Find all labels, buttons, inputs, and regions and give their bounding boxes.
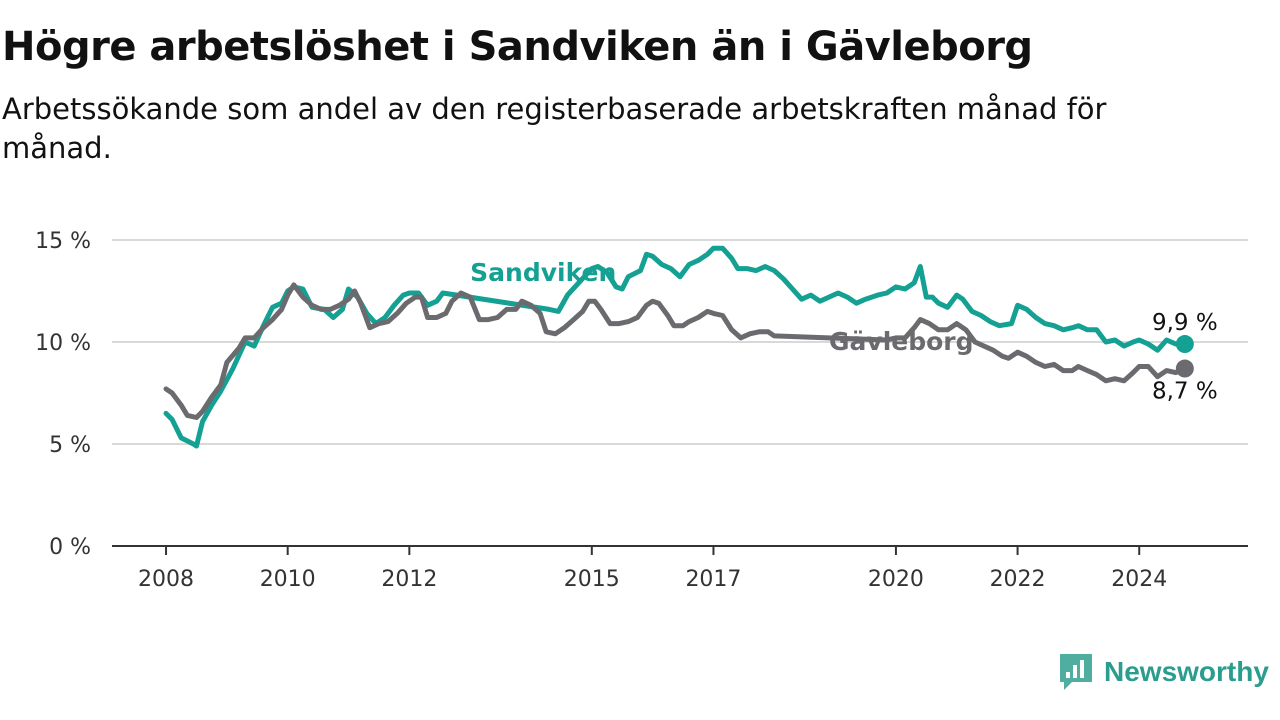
y-tick-label: 15 % [35, 229, 91, 254]
series-line-gavleborg [163, 282, 1188, 420]
series-line-sandviken [163, 245, 1188, 449]
brand-name: Newsworthy [1104, 656, 1269, 687]
y-tick-label: 5 % [49, 433, 91, 458]
series-label-sandviken: Sandviken [470, 258, 616, 287]
y-tick-label: 0 % [49, 535, 91, 560]
newsworthy-brand[interactable]: Newsworthy [1058, 652, 1269, 692]
y-tick-label: 10 % [35, 331, 91, 356]
gridlines [112, 239, 1248, 445]
end-value-label: 8,7 % [1152, 379, 1218, 405]
x-tick-label: 2010 [260, 567, 316, 592]
end-point-marker [1175, 335, 1194, 354]
y-axis-ticks: 0 % 5 % 10 % 15 % [35, 229, 91, 560]
end-value-label: 9,9 % [1152, 310, 1218, 336]
end-point-marker [1175, 359, 1194, 378]
series-labels: 9,9 % 8,7 % Sandviken Gävleborg [470, 258, 1218, 405]
x-tick-label: 2015 [564, 567, 620, 592]
chart-subtitle: Arbetssökande som andel av den registerb… [2, 92, 1107, 165]
series-label-gavleborg: Gävleborg [829, 327, 974, 356]
x-tick-label: 2022 [990, 567, 1046, 592]
x-tick-label: 2008 [138, 567, 194, 592]
x-axis: 2008 2010 2012 2015 2017 2020 2022 2024 [112, 545, 1248, 592]
x-tick-label: 2024 [1111, 567, 1167, 592]
series-lines [163, 245, 1194, 449]
chart-title: Högre arbetslöshet i Sandviken än i Gävl… [2, 24, 1033, 70]
x-tick-label: 2020 [868, 567, 924, 592]
x-tick-label: 2017 [685, 567, 741, 592]
x-tick-label: 2012 [381, 567, 437, 592]
newsworthy-logo-icon [1060, 654, 1092, 690]
